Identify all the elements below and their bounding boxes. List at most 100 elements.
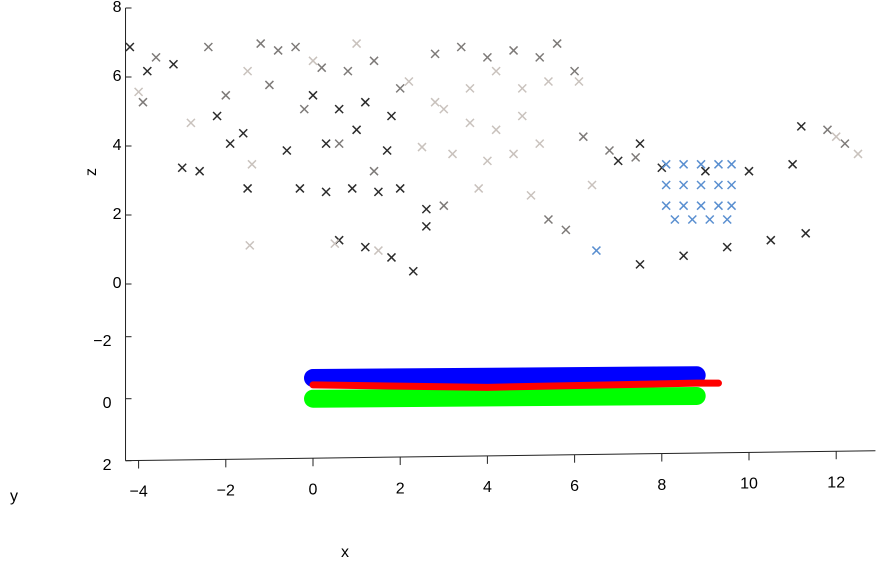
point [745, 167, 753, 175]
point [588, 181, 596, 189]
z-tick-label: 8 [113, 0, 122, 16]
page: {"chart_data": { "type": "scatter3d", "x… [0, 0, 876, 564]
trajectory [313, 375, 697, 378]
z-tick-label: 4 [113, 137, 122, 154]
point [575, 78, 583, 86]
point [697, 202, 705, 210]
point [466, 119, 474, 127]
point [636, 260, 644, 268]
point [475, 184, 483, 192]
point [309, 91, 317, 99]
point [671, 216, 679, 224]
x-tick-label: 2 [396, 480, 405, 497]
point [222, 91, 230, 99]
point [431, 50, 439, 58]
point [370, 167, 378, 175]
point [409, 267, 417, 275]
point [431, 98, 439, 106]
point [841, 140, 849, 148]
x-tick-label: 12 [827, 474, 845, 491]
point [361, 243, 369, 251]
point [680, 181, 688, 189]
point [728, 160, 736, 168]
point [492, 126, 500, 134]
point [832, 133, 840, 141]
point [322, 140, 330, 148]
point [854, 150, 862, 158]
point [335, 140, 343, 148]
point [239, 129, 247, 137]
point [680, 202, 688, 210]
point [562, 226, 570, 234]
point [605, 147, 613, 155]
point [143, 67, 151, 75]
point [196, 167, 204, 175]
point [169, 60, 177, 68]
point [680, 160, 688, 168]
point [126, 43, 134, 51]
point [544, 78, 552, 86]
point [422, 205, 430, 213]
trajectory [313, 396, 697, 399]
y-tick-label: 0 [103, 395, 112, 412]
point [789, 160, 797, 168]
point [344, 67, 352, 75]
x-tick-label: 0 [309, 481, 318, 498]
point [701, 167, 709, 175]
point [802, 229, 810, 237]
z-tick-label: 0 [113, 275, 122, 292]
point [767, 236, 775, 244]
point [187, 119, 195, 127]
point [457, 43, 465, 51]
point [370, 57, 378, 65]
trajectory [313, 383, 718, 387]
point [248, 160, 256, 168]
point [662, 202, 670, 210]
point [714, 160, 722, 168]
point [322, 188, 330, 196]
point [592, 247, 600, 255]
point [244, 184, 252, 192]
point [213, 112, 221, 120]
z-tick-label: 2 [113, 206, 122, 223]
point [405, 78, 413, 86]
point [536, 140, 544, 148]
point [483, 157, 491, 165]
point [361, 98, 369, 106]
point [309, 57, 317, 65]
z-axis-label: z [83, 168, 100, 176]
point [688, 216, 696, 224]
point [244, 67, 252, 75]
point [418, 143, 426, 151]
point [510, 46, 518, 54]
point [510, 150, 518, 158]
point [348, 184, 356, 192]
point [440, 202, 448, 210]
point [422, 222, 430, 230]
point [135, 88, 143, 96]
x-tick-label: 6 [570, 478, 579, 495]
point [728, 202, 736, 210]
point [492, 67, 500, 75]
point [353, 126, 361, 134]
point [466, 84, 474, 92]
point [292, 43, 300, 51]
point [536, 53, 544, 61]
point [632, 153, 640, 161]
point [797, 122, 805, 130]
point [396, 84, 404, 92]
point [265, 81, 273, 89]
point [823, 126, 831, 134]
x-tick-label: 8 [657, 477, 666, 494]
point [544, 216, 552, 224]
point [246, 241, 254, 249]
point [518, 84, 526, 92]
y-axis-label: y [10, 488, 18, 505]
point [662, 181, 670, 189]
x-tick-label: −2 [217, 483, 235, 500]
point [723, 216, 731, 224]
x-axis-label: x [341, 544, 349, 561]
point [662, 160, 670, 168]
point [335, 105, 343, 113]
x-axis [126, 451, 876, 461]
